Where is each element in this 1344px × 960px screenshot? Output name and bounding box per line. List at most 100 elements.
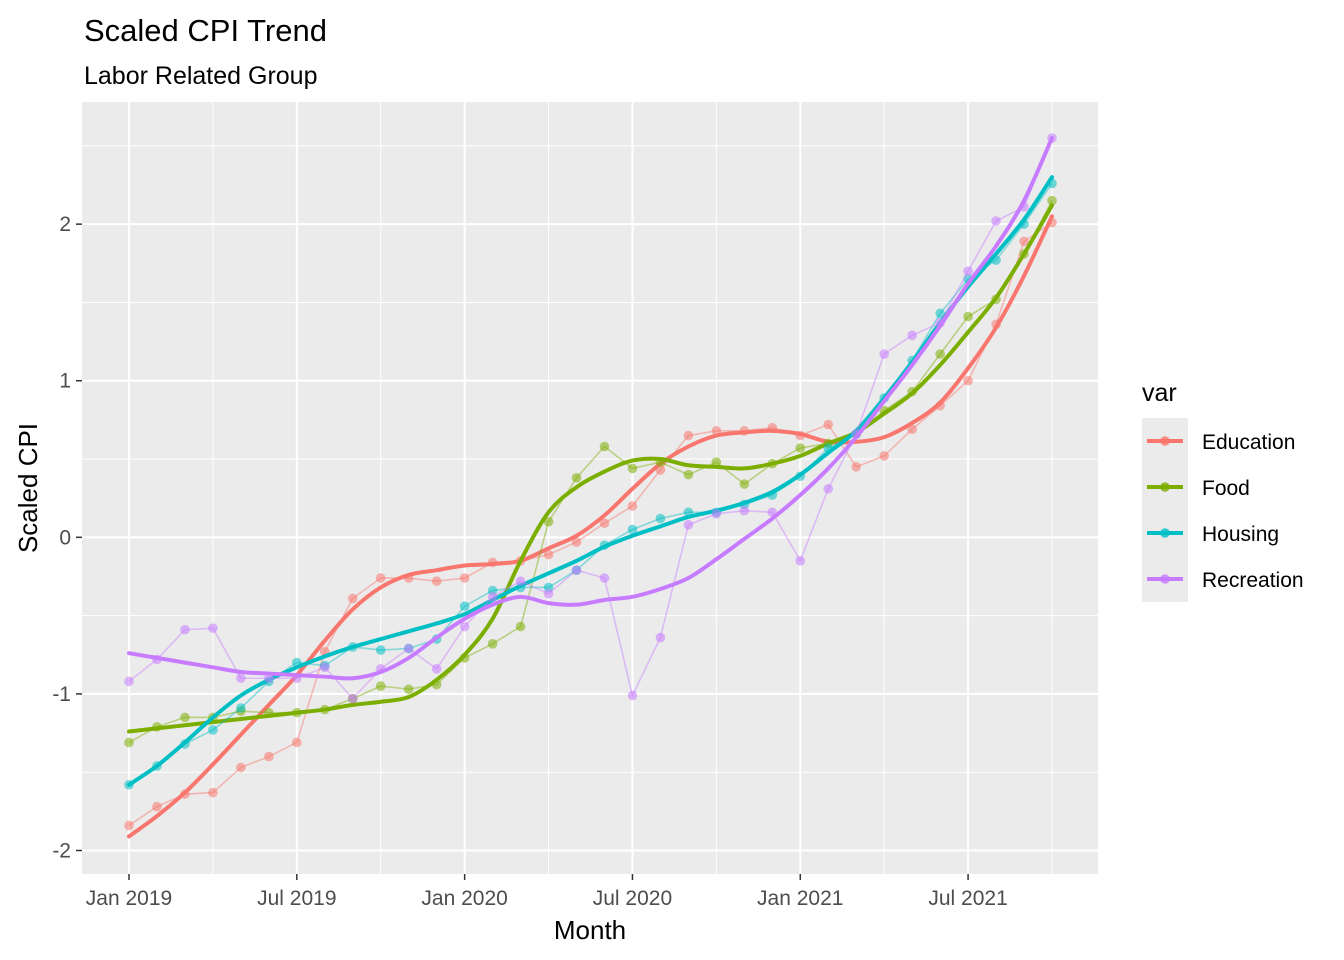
point-food bbox=[627, 463, 638, 474]
legend: Education Food Housing Recreation bbox=[1142, 418, 1304, 602]
point-recreation bbox=[795, 556, 806, 566]
point-education bbox=[1019, 236, 1029, 247]
point-food bbox=[1047, 195, 1057, 206]
x-tick-label: Jul 2019 bbox=[257, 887, 336, 910]
point-food bbox=[515, 621, 526, 632]
point-food bbox=[683, 469, 694, 480]
x-tick-label: Jan 2019 bbox=[86, 887, 172, 910]
point-recreation bbox=[571, 565, 582, 576]
point-recreation bbox=[208, 623, 218, 633]
x-tick-label: Jan 2021 bbox=[757, 887, 843, 910]
point-education bbox=[236, 762, 246, 773]
point-housing bbox=[375, 645, 386, 655]
plot-panel bbox=[82, 102, 1098, 874]
point-education bbox=[264, 751, 274, 762]
point-recreation bbox=[180, 624, 190, 635]
minor-gridlines bbox=[82, 102, 1098, 874]
point-education bbox=[683, 430, 694, 441]
point-food bbox=[487, 639, 498, 649]
point-education bbox=[599, 518, 610, 529]
point-recreation bbox=[124, 676, 134, 687]
point-education bbox=[124, 820, 134, 831]
point-housing bbox=[627, 524, 638, 535]
point-education bbox=[431, 576, 442, 586]
x-tick-label: Jul 2020 bbox=[593, 887, 672, 910]
major-gridlines bbox=[82, 102, 1098, 874]
point-recreation bbox=[431, 664, 442, 674]
point-education bbox=[851, 462, 862, 472]
series-recreation bbox=[124, 133, 1057, 704]
point-housing bbox=[208, 725, 218, 735]
point-education bbox=[907, 424, 917, 435]
point-food bbox=[599, 441, 610, 452]
series-food bbox=[124, 195, 1057, 748]
legend-point-recreation bbox=[1160, 574, 1170, 584]
legend-point-housing bbox=[1160, 528, 1170, 538]
legend-title: var bbox=[1142, 379, 1177, 407]
point-recreation bbox=[907, 330, 917, 341]
point-recreation bbox=[879, 349, 889, 359]
point-recreation bbox=[319, 662, 330, 673]
x-axis-title: Month bbox=[554, 915, 626, 945]
y-axis: -2 -1 0 1 2 bbox=[52, 213, 82, 863]
point-recreation bbox=[347, 693, 358, 704]
raw-line-recreation bbox=[128, 137, 1053, 700]
point-education bbox=[208, 787, 218, 798]
point-education bbox=[543, 549, 554, 560]
legend-label-recreation: Recreation bbox=[1202, 569, 1304, 592]
point-recreation bbox=[403, 643, 414, 654]
raw-line-education bbox=[128, 221, 1053, 827]
point-food bbox=[739, 479, 750, 489]
point-education bbox=[627, 501, 638, 511]
series-layer bbox=[124, 133, 1057, 839]
point-food bbox=[124, 737, 134, 748]
point-recreation bbox=[963, 266, 973, 276]
point-recreation bbox=[655, 632, 666, 643]
point-recreation bbox=[683, 520, 694, 530]
y-tick-label: -2 bbox=[52, 840, 71, 863]
point-recreation bbox=[543, 588, 554, 599]
chart-title: Scaled CPI Trend bbox=[84, 13, 327, 48]
point-housing bbox=[655, 513, 666, 524]
point-education bbox=[375, 573, 386, 583]
point-education bbox=[347, 593, 358, 604]
y-tick-label: 2 bbox=[59, 213, 71, 236]
y-tick-label: -1 bbox=[52, 683, 71, 706]
point-recreation bbox=[627, 690, 638, 701]
point-recreation bbox=[487, 592, 498, 602]
legend-label-food: Food bbox=[1202, 477, 1250, 500]
point-recreation bbox=[264, 673, 274, 684]
point-recreation bbox=[236, 673, 246, 684]
legend-item-food: Food bbox=[1142, 464, 1250, 510]
point-recreation bbox=[823, 483, 834, 494]
point-recreation bbox=[711, 509, 722, 519]
point-recreation bbox=[515, 576, 526, 586]
point-housing bbox=[236, 703, 246, 713]
point-recreation bbox=[991, 216, 1001, 226]
point-food bbox=[711, 457, 722, 467]
chart-subtitle: Labor Related Group bbox=[84, 62, 317, 90]
trend-line-food bbox=[127, 203, 1054, 734]
legend-item-education: Education bbox=[1142, 418, 1295, 464]
trend-line-recreation bbox=[127, 136, 1054, 681]
point-recreation bbox=[459, 621, 470, 632]
point-education bbox=[292, 737, 302, 748]
point-food bbox=[543, 516, 554, 527]
legend-point-education bbox=[1160, 436, 1170, 446]
legend-item-recreation: Recreation bbox=[1142, 556, 1304, 602]
series-education bbox=[124, 214, 1057, 839]
point-education bbox=[152, 801, 162, 812]
trend-line-education bbox=[127, 214, 1054, 839]
point-food bbox=[795, 443, 806, 453]
legend-point-food bbox=[1160, 482, 1170, 492]
y-tick-label: 1 bbox=[59, 370, 71, 393]
point-education bbox=[459, 573, 470, 583]
point-food bbox=[935, 349, 945, 359]
point-housing bbox=[935, 308, 945, 319]
legend-label-housing: Housing bbox=[1202, 523, 1279, 546]
point-recreation bbox=[739, 505, 750, 516]
point-education bbox=[879, 451, 889, 461]
point-education bbox=[571, 537, 582, 547]
point-education bbox=[823, 419, 834, 430]
